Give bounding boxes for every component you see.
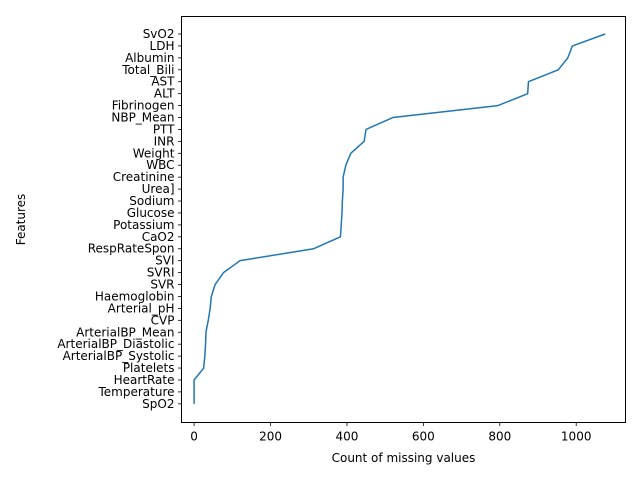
- y-tick-label: RespRateSpon: [88, 242, 175, 256]
- y-tick-label: Potassium: [113, 218, 174, 232]
- x-tick-label: 1000: [561, 430, 592, 444]
- plot-area-frame: [181, 16, 626, 423]
- y-tick-label: PTT: [153, 122, 175, 136]
- y-tick-label: Haemoglobin: [95, 289, 175, 303]
- x-tick-label: 400: [335, 430, 358, 444]
- y-tick-label: SvO2: [143, 27, 175, 41]
- y-tick-label: Total_Bili: [121, 63, 174, 77]
- y-tick-label: Albumin: [125, 51, 174, 65]
- y-tick-label: ArterialBP_Diastolic: [57, 337, 174, 351]
- y-tick-label: AST: [151, 75, 175, 89]
- y-tick-label: ArterialBP_Systolic: [63, 349, 175, 363]
- x-tick-label: 0: [190, 430, 198, 444]
- y-tick-label: Weight: [133, 146, 175, 160]
- y-tick-label: Fibrinogen: [112, 99, 175, 113]
- x-tick-label: 600: [412, 430, 435, 444]
- y-tick-label: SVR: [150, 278, 174, 292]
- y-axis-label: Features: [14, 194, 28, 246]
- y-tick-label: Arterial_pH: [108, 301, 175, 315]
- y-tick-label: INR: [154, 134, 175, 148]
- x-axis-label: Count of missing values: [332, 451, 476, 465]
- x-axis-ticks: 0 200 400 600 800 1000: [190, 422, 592, 444]
- y-tick-label: SpO2: [142, 397, 174, 411]
- y-tick-label: CVP: [151, 313, 175, 327]
- x-tick-label: 200: [259, 430, 282, 444]
- y-tick-label: Urea]: [142, 182, 175, 196]
- y-tick-label: ArterialBP_Mean: [76, 325, 174, 339]
- y-tick-label: Temperature: [97, 385, 174, 399]
- y-tick-label: Glucose: [127, 206, 175, 220]
- y-tick-label: SVRI: [147, 266, 175, 280]
- y-tick-label: HeartRate: [114, 373, 175, 387]
- y-axis-ticks: SvO2LDHAlbuminTotal_BiliASTALTFibrinogen…: [57, 27, 182, 411]
- y-tick-label: Platelets: [123, 361, 175, 375]
- y-tick-label: ALT: [154, 87, 175, 101]
- y-tick-label: NBP_Mean: [111, 111, 174, 125]
- y-tick-label: Sodium: [129, 194, 174, 208]
- x-tick-label: 800: [488, 430, 511, 444]
- y-tick-label: Creatinine: [113, 170, 175, 184]
- y-tick-label: SVI: [155, 254, 174, 268]
- missing-values-series-line: [193, 33, 606, 404]
- y-tick-label: CaO2: [142, 230, 175, 244]
- y-tick-label: LDH: [150, 39, 175, 53]
- y-tick-label: WBC: [146, 158, 174, 172]
